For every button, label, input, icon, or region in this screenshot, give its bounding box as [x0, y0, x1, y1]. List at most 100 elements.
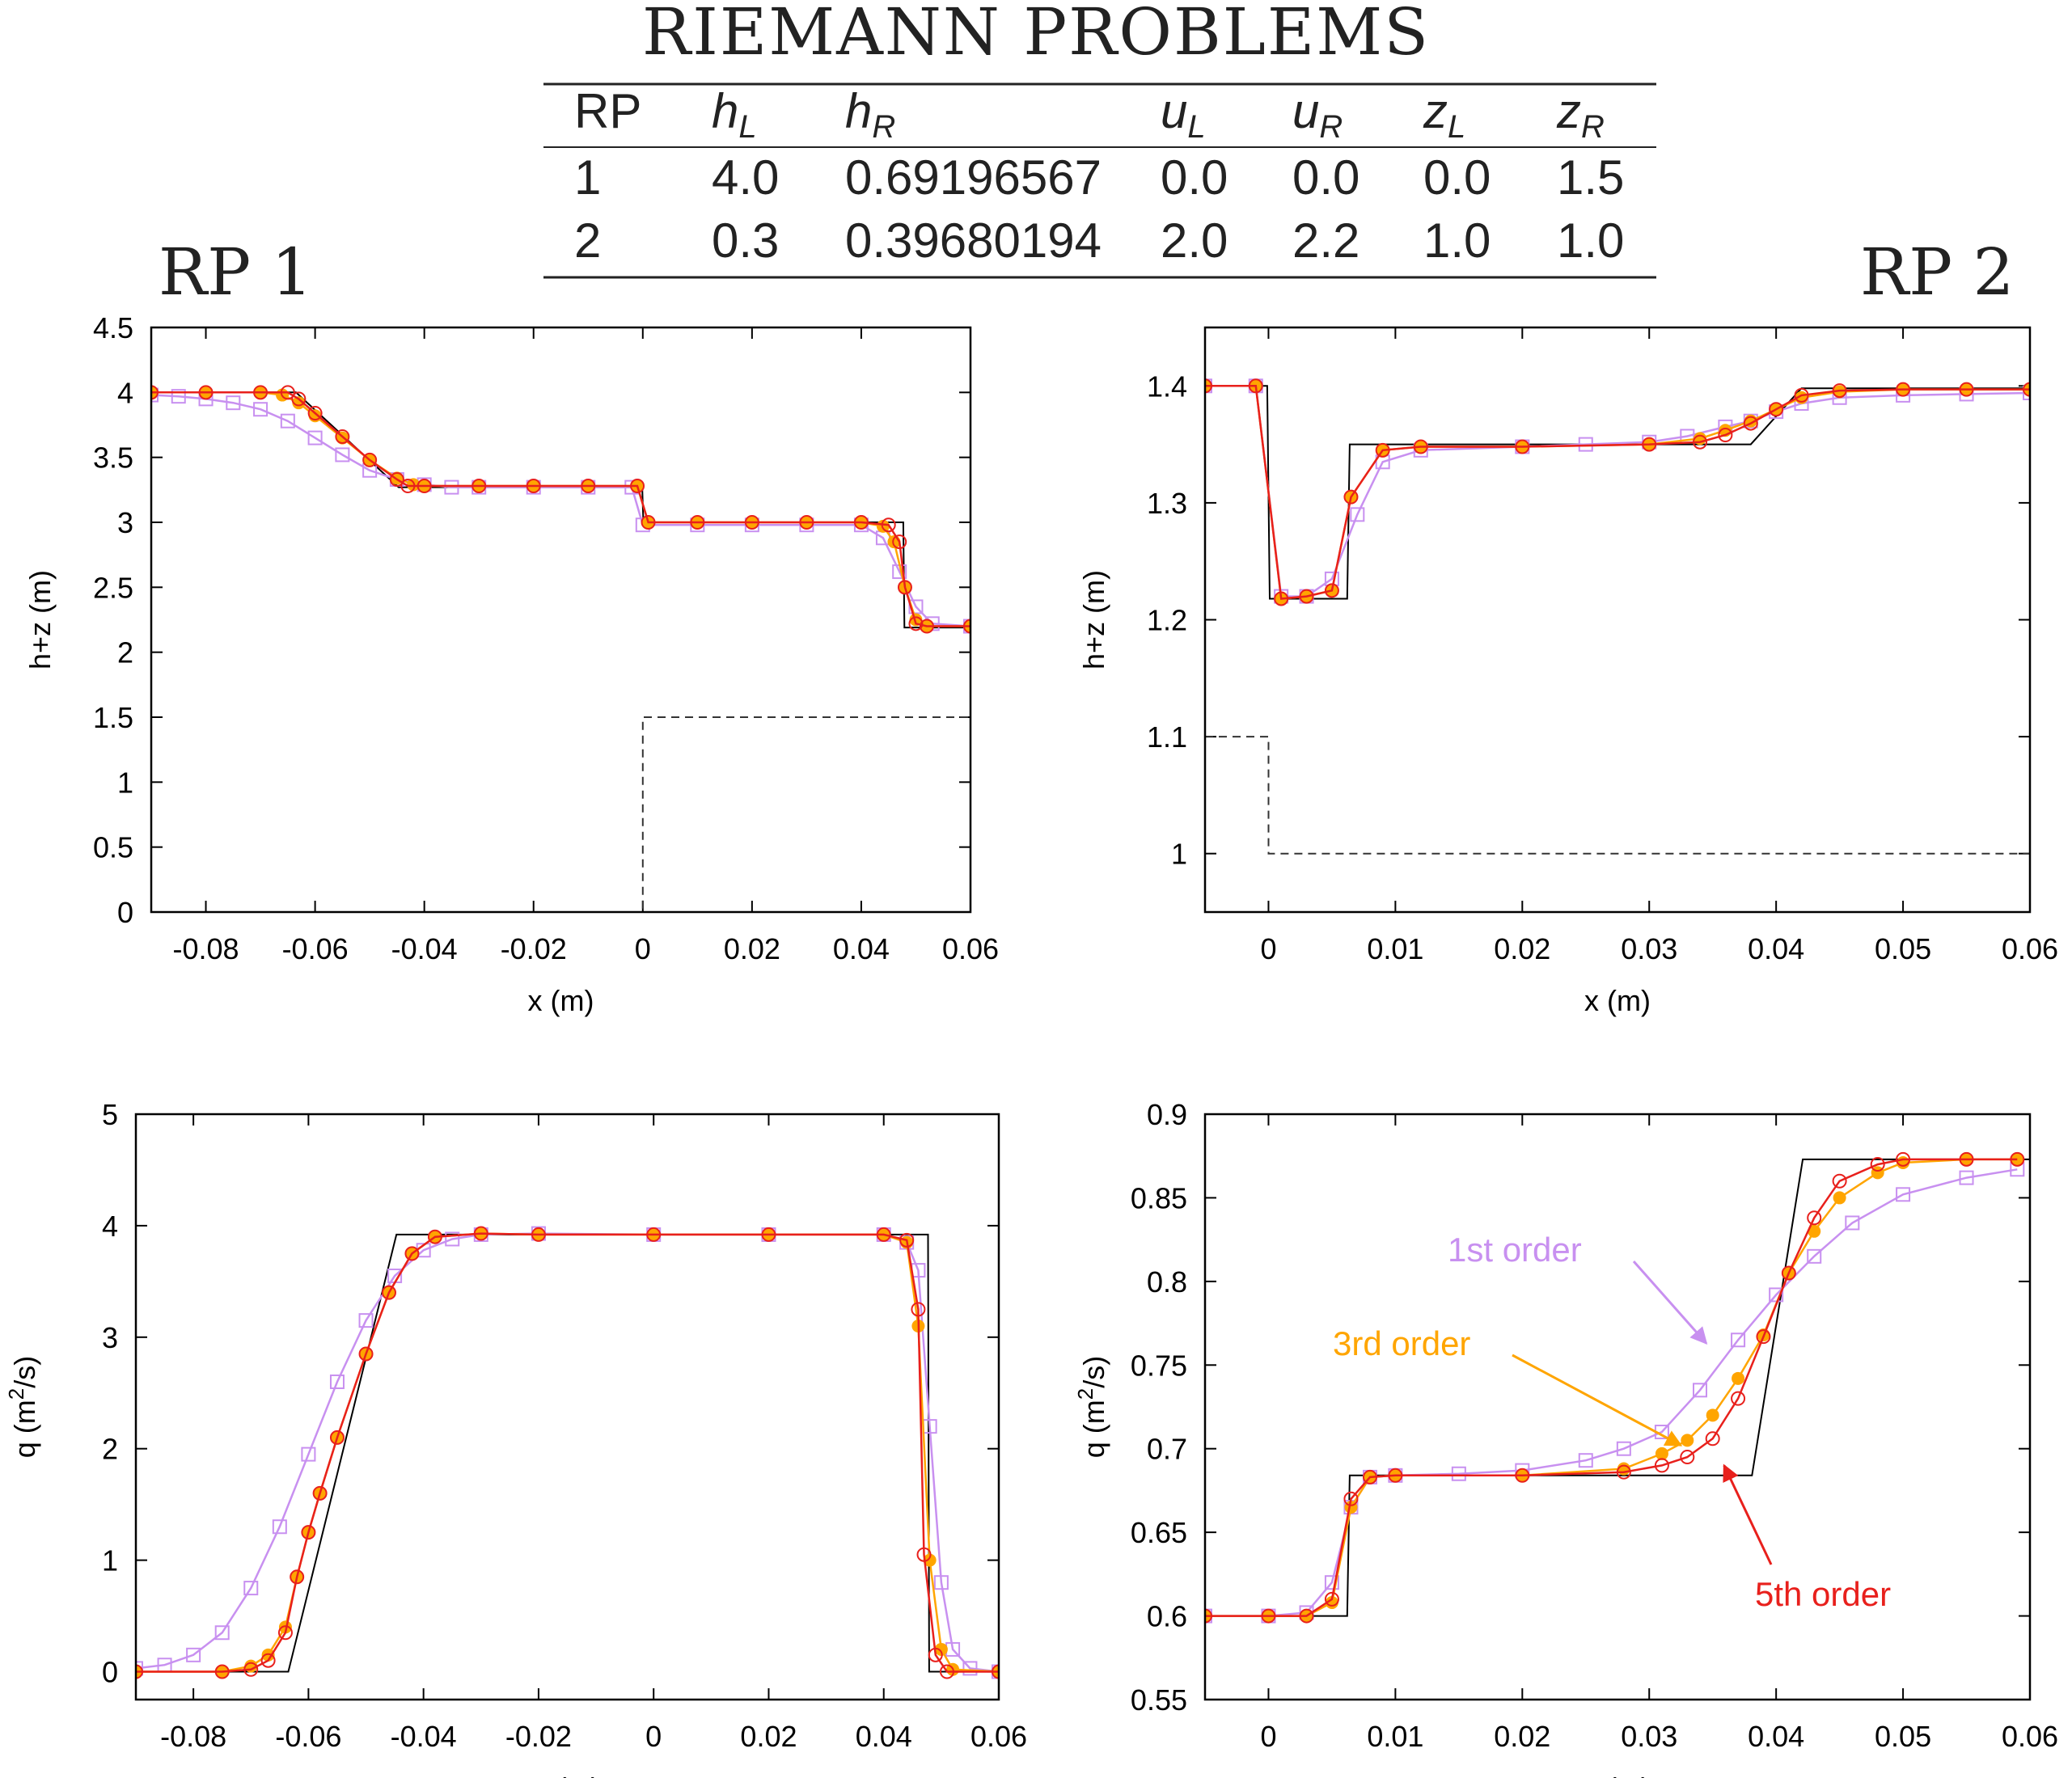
annotation-arrow: [1632, 1261, 1708, 1345]
table-cell: 0.69196567: [845, 150, 1102, 205]
point-5th-order: [963, 619, 970, 634]
point-5th-order: [1832, 383, 1847, 399]
point-5th-order: [1343, 1491, 1359, 1506]
point-1st-order: [1896, 1187, 1911, 1202]
point-5th-order: [690, 515, 705, 530]
y-tick-label: 0.8: [1147, 1265, 1187, 1299]
annotation-label: 1st order: [1448, 1231, 1582, 1269]
x-tick-label: 0: [1260, 932, 1276, 965]
y-tick-label: 1.1: [1147, 720, 1187, 754]
x-tick-label: 0.05: [1875, 932, 1931, 965]
x-tick-label: -0.06: [275, 1720, 341, 1753]
point-5th-order: [1388, 1468, 1403, 1483]
point-5th-order: [1324, 1591, 1339, 1607]
point-5th-order: [911, 1302, 926, 1317]
table-cell: 0.3: [712, 213, 779, 268]
series-line-1st-order: [1205, 385, 2030, 598]
point-5th-order: [1896, 382, 1911, 397]
y-tick-label: 1: [1171, 838, 1187, 871]
y-tick-label: 0: [102, 1656, 118, 1689]
table-cell: 4.0: [712, 150, 779, 205]
x-tick-label: -0.04: [391, 932, 458, 965]
table-cell: 1: [574, 150, 601, 205]
point-5th-order: [1832, 1173, 1847, 1189]
point-1st-order: [171, 389, 186, 404]
table-cell: 2: [574, 213, 601, 268]
point-5th-order: [1248, 378, 1263, 394]
y-tick-label: 4: [117, 376, 133, 409]
x-tick-label: 0.02: [1494, 932, 1550, 965]
point-5th-order: [1299, 1608, 1314, 1624]
point-3rd-order: [1897, 1155, 1910, 1169]
x-tick-label: 0.04: [1748, 932, 1804, 965]
point-5th-order: [307, 406, 323, 421]
point-1st-order: [329, 1374, 345, 1389]
y-tick-label: 0.85: [1131, 1181, 1187, 1214]
point-5th-order: [471, 479, 487, 494]
point-5th-order: [892, 534, 907, 550]
point-5th-order: [526, 479, 541, 494]
point-5th-order: [214, 1664, 230, 1679]
point-5th-order: [417, 479, 432, 494]
y-tick-label: 1: [102, 1544, 118, 1577]
point-5th-order: [427, 1229, 442, 1244]
series-bed-dashed: [151, 716, 970, 912]
y-axis-label: q (m2/s): [1073, 1356, 1110, 1458]
series-line-5th-order: [1205, 385, 2030, 600]
x-axis-label: x (m): [535, 1772, 601, 1778]
y-tick-label: 3: [117, 506, 133, 539]
y-tick-label: 0.55: [1131, 1683, 1187, 1717]
x-tick-label: 0.06: [2002, 1720, 2058, 1753]
point-5th-order: [531, 1227, 546, 1242]
plot-frame: [150, 326, 972, 914]
chart-panel-2: 0 0.01 0.02 0.03 0.04 0.05 0.06 1 1.1 1.2 1.3 1.4 x …: [1077, 326, 2058, 1017]
table-header-1: hL: [712, 84, 757, 145]
point-5th-order: [897, 580, 912, 595]
point-5th-order: [1718, 428, 1733, 443]
table-cell: 2.2: [1292, 213, 1359, 268]
point-1st-order: [1731, 1332, 1746, 1348]
point-5th-order: [919, 619, 934, 634]
point-5th-order: [1274, 591, 1289, 606]
point-5th-order: [400, 479, 416, 494]
table-cell: 1.0: [1557, 213, 1624, 268]
point-5th-order: [916, 1547, 932, 1562]
x-tick-label: -0.04: [391, 1720, 457, 1753]
series-line-3rd-order: [151, 391, 970, 627]
point-5th-order: [473, 1226, 488, 1241]
x-tick-label: -0.02: [501, 932, 567, 965]
point-5th-order: [1515, 1468, 1530, 1483]
point-3rd-order: [876, 519, 890, 533]
point-1st-order: [186, 1647, 201, 1662]
point-5th-order: [1299, 589, 1314, 604]
point-1st-order: [301, 1446, 316, 1462]
x-tick-label: 0.01: [1367, 932, 1423, 965]
chart-data-layer: [136, 1226, 999, 1679]
y-tick-label: 0.6: [1147, 1600, 1187, 1633]
point-1st-order: [358, 1313, 374, 1328]
point-1st-order: [908, 599, 924, 614]
x-tick-label: 0.01: [1367, 1720, 1423, 1753]
series-line-3rd-order: [136, 1232, 999, 1673]
y-tick-label: 0.5: [93, 831, 133, 864]
point-5th-order: [799, 515, 814, 530]
point-5th-order: [243, 1662, 259, 1677]
plot-frame: [1203, 1113, 2032, 1701]
point-3rd-order: [923, 1553, 937, 1567]
point-5th-order: [1959, 382, 1974, 397]
point-3rd-order: [261, 1648, 275, 1662]
table-header-6: zR: [1556, 84, 1605, 145]
panel-label-rp2: RP 2: [1860, 234, 2015, 310]
point-1st-order: [1451, 1466, 1466, 1481]
series-bed-dashed: [1205, 736, 2030, 855]
series-line-exact: [1205, 1158, 2030, 1617]
point-5th-order: [881, 517, 896, 533]
table-header-5: zL: [1423, 84, 1465, 145]
table-header-4: uR: [1292, 84, 1343, 145]
point-1st-order: [1350, 507, 1365, 522]
point-5th-order: [2023, 382, 2030, 397]
panel-label-rp1: RP 1: [159, 234, 313, 310]
point-1st-order: [2023, 385, 2030, 400]
series-line-3rd-order: [1205, 1158, 2018, 1617]
point-5th-order: [1343, 489, 1359, 505]
